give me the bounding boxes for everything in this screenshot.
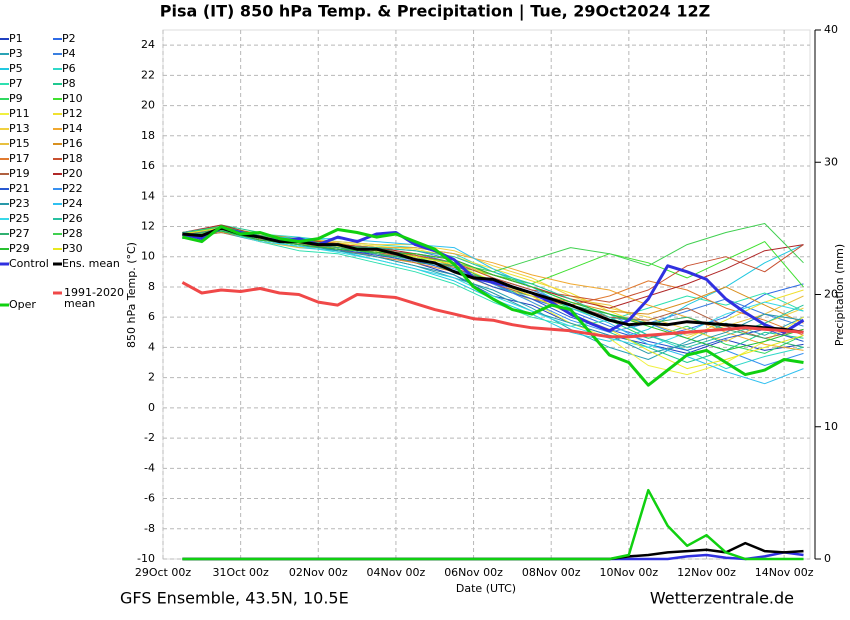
legend-label: P20 <box>62 167 83 180</box>
legend-label: P1 <box>9 32 23 45</box>
temp-line <box>181 281 804 339</box>
temp-line <box>182 225 804 387</box>
legend-label: P3 <box>9 47 23 60</box>
legend-label: P13 <box>9 122 30 135</box>
y-tick-label: -6 <box>144 492 155 505</box>
legend-label: P25 <box>9 212 30 225</box>
y-tick-label: 4 <box>148 340 155 353</box>
legend-label: P2 <box>62 32 76 45</box>
legend-label: P6 <box>62 62 76 75</box>
precip-line <box>182 488 804 561</box>
x-tick-label: 04Nov 00z <box>367 566 426 579</box>
legend-label: P28 <box>62 227 83 240</box>
legend-label: P22 <box>62 182 83 195</box>
legend-label: P5 <box>9 62 23 75</box>
y-tick-label: 10 <box>141 250 155 263</box>
x-tick-label: 29Oct 00z <box>135 566 192 579</box>
x-tick-label: 12Nov 00z <box>677 566 736 579</box>
y-tick-label: -2 <box>144 431 155 444</box>
y-tick-label: 8 <box>148 280 155 293</box>
y2-axis-label: Precipitation (mm) <box>833 244 846 346</box>
legend-label: P9 <box>9 92 23 105</box>
y-tick-label: 14 <box>141 189 155 202</box>
y2-tick-label: 10 <box>824 420 838 433</box>
legend-label: P15 <box>9 137 30 150</box>
x-tick-label: 14Nov 00z <box>755 566 814 579</box>
chart-title: Pisa (IT) 850 hPa Temp. & Precipitation … <box>160 2 710 22</box>
member-line <box>182 223 804 273</box>
y2-tick-label: 30 <box>824 155 838 168</box>
legend-label: P7 <box>9 77 23 90</box>
legend-label: P21 <box>9 182 30 195</box>
member-line <box>182 227 804 327</box>
y-tick-label: 2 <box>148 371 155 384</box>
y2-tick-label: 20 <box>824 288 838 301</box>
legend-label: P17 <box>9 152 30 165</box>
legend-label: P26 <box>62 212 83 225</box>
y-tick-label: -4 <box>144 461 155 474</box>
y-tick-label: -10 <box>137 552 155 565</box>
legend-label: P30 <box>62 242 83 255</box>
member-line <box>182 230 804 348</box>
x-tick-label: 06Nov 00z <box>444 566 503 579</box>
y-tick-label: 6 <box>148 310 155 323</box>
legend-label: P29 <box>9 242 30 255</box>
legend-label: P11 <box>9 107 30 120</box>
y-tick-label: 22 <box>141 68 155 81</box>
legend-label: P4 <box>62 47 76 60</box>
x-tick-label: 08Nov 00z <box>522 566 581 579</box>
legend-label: P14 <box>62 122 83 135</box>
y-tick-label: 24 <box>141 38 155 51</box>
legend-label: Oper <box>9 298 36 311</box>
y2-tick-label: 0 <box>824 552 831 565</box>
footer-left: GFS Ensemble, 43.5N, 10.5E <box>120 589 349 608</box>
x-tick-label: 10Nov 00z <box>599 566 658 579</box>
y2-tick-label: 40 <box>824 23 838 36</box>
y-tick-label: 16 <box>141 159 155 172</box>
y-tick-label: 12 <box>141 219 155 232</box>
member-line <box>182 229 804 327</box>
x-axis-label: Date (UTC) <box>456 582 516 595</box>
legend-label: Ens. mean <box>62 257 120 270</box>
y-axis-label: 850 hPa Temp. (°C) <box>125 242 138 348</box>
legend-label: P16 <box>62 137 83 150</box>
temp-line <box>182 226 804 334</box>
legend-label: P19 <box>9 167 30 180</box>
legend-label: P23 <box>9 197 30 210</box>
y-tick-label: 20 <box>141 99 155 112</box>
x-tick-label: 31Oct 00z <box>212 566 269 579</box>
legend-label: Control <box>9 257 49 270</box>
legend-label: P8 <box>62 77 76 90</box>
legend-label: P12 <box>62 107 83 120</box>
member-line <box>182 227 804 351</box>
legend-label: P27 <box>9 227 30 240</box>
y-tick-label: -8 <box>144 522 155 535</box>
member-line <box>182 227 804 385</box>
y-tick-label: 18 <box>141 129 155 142</box>
x-tick-label: 02Nov 00z <box>289 566 348 579</box>
y-tick-label: 0 <box>148 401 155 414</box>
legend-label: P18 <box>62 152 83 165</box>
footer-right: Wetterzentrale.de <box>650 589 794 608</box>
legend-label: P24 <box>62 197 83 210</box>
legend-label: P10 <box>62 92 83 105</box>
legend-label: 1991-2020 mean <box>64 286 124 310</box>
